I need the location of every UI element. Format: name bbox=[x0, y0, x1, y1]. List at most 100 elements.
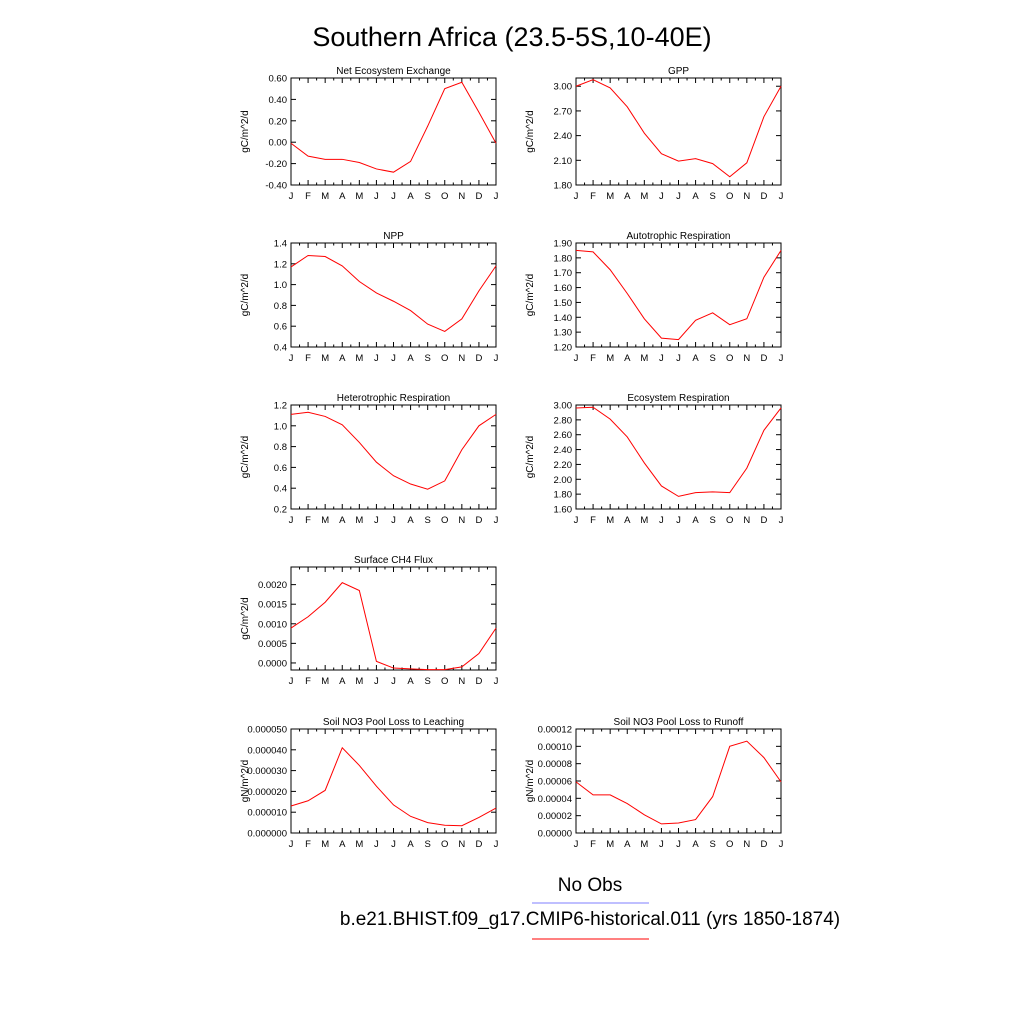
x-tick-label: J bbox=[494, 191, 499, 202]
x-tick-label: J bbox=[659, 515, 664, 526]
x-tick-label: J bbox=[391, 676, 396, 687]
x-tick-label: D bbox=[760, 839, 767, 850]
series-line bbox=[290, 582, 497, 671]
x-tick-label: O bbox=[726, 191, 733, 202]
x-tick-label: J bbox=[676, 191, 681, 202]
x-tick-label: F bbox=[305, 191, 311, 202]
y-tick-label: 1.80 bbox=[554, 253, 573, 264]
series-line bbox=[575, 249, 782, 341]
x-tick-label: O bbox=[441, 839, 448, 850]
y-tick-label: 0.00004 bbox=[538, 794, 572, 805]
x-tick-label: F bbox=[305, 353, 311, 364]
y-tick-label: 1.40 bbox=[554, 313, 573, 324]
y-tick-label: 0.0005 bbox=[258, 639, 287, 650]
x-tick-label: J bbox=[779, 515, 784, 526]
plot-frame bbox=[575, 404, 782, 510]
x-tick-label: M bbox=[355, 676, 363, 687]
x-tick-label: N bbox=[458, 839, 465, 850]
y-tick-label: 0.60 bbox=[269, 74, 288, 85]
series-line bbox=[290, 411, 497, 490]
x-tick-label: N bbox=[458, 676, 465, 687]
plot-frame bbox=[575, 77, 782, 186]
y-axis-label: gC/m^2/d bbox=[525, 274, 536, 317]
x-tick-label: M bbox=[606, 191, 614, 202]
x-tick-label: D bbox=[475, 353, 482, 364]
x-tick-label: F bbox=[590, 515, 596, 526]
plot-frame bbox=[575, 242, 782, 348]
y-tick-label: 0.00000 bbox=[538, 829, 572, 840]
y-tick-label: 3.00 bbox=[554, 82, 573, 93]
x-tick-label: J bbox=[391, 515, 396, 526]
y-tick-label: 3.00 bbox=[554, 401, 573, 412]
x-tick-label: M bbox=[606, 515, 614, 526]
x-tick-label: M bbox=[640, 515, 648, 526]
y-tick-label: 1.80 bbox=[554, 490, 573, 501]
x-tick-label: A bbox=[407, 515, 414, 526]
x-tick-label: A bbox=[692, 839, 699, 850]
series-line bbox=[290, 746, 497, 827]
x-tick-label: M bbox=[640, 353, 648, 364]
x-tick-label: J bbox=[374, 676, 379, 687]
chart-title: NPP bbox=[383, 231, 404, 242]
y-tick-label: 0.8 bbox=[274, 442, 287, 453]
y-tick-label: 0.6 bbox=[274, 463, 287, 474]
y-tick-label: 2.10 bbox=[554, 156, 573, 167]
x-tick-label: O bbox=[726, 839, 733, 850]
x-tick-label: F bbox=[590, 839, 596, 850]
x-tick-label: M bbox=[640, 839, 648, 850]
x-tick-label: J bbox=[374, 353, 379, 364]
x-tick-label: S bbox=[424, 515, 430, 526]
y-tick-label: 2.80 bbox=[554, 415, 573, 426]
y-tick-label: 2.60 bbox=[554, 430, 573, 441]
y-axis-label: gC/m^2/d bbox=[240, 110, 251, 153]
x-tick-label: J bbox=[659, 353, 664, 364]
x-tick-label: O bbox=[441, 353, 448, 364]
x-tick-label: F bbox=[590, 353, 596, 364]
x-tick-label: J bbox=[779, 353, 784, 364]
x-tick-label: O bbox=[441, 676, 448, 687]
y-axis-label: gC/m^2/d bbox=[525, 110, 536, 153]
x-tick-label: N bbox=[458, 191, 465, 202]
y-axis-label: gC/m^2/d bbox=[525, 436, 536, 479]
x-tick-label: S bbox=[424, 839, 430, 850]
x-tick-label: M bbox=[606, 353, 614, 364]
x-tick-label: A bbox=[407, 676, 414, 687]
x-tick-label: M bbox=[321, 839, 329, 850]
series-line bbox=[575, 79, 782, 178]
chart-title: Soil NO3 Pool Loss to Leaching bbox=[323, 717, 464, 728]
x-tick-label: N bbox=[743, 515, 750, 526]
plot-frame bbox=[290, 728, 497, 834]
y-tick-label: 0.6 bbox=[274, 322, 287, 333]
x-tick-label: J bbox=[494, 676, 499, 687]
x-tick-label: J bbox=[779, 191, 784, 202]
x-tick-label: S bbox=[709, 839, 715, 850]
x-tick-label: D bbox=[475, 191, 482, 202]
y-tick-label: 0.0020 bbox=[258, 580, 287, 591]
x-tick-label: S bbox=[709, 515, 715, 526]
x-tick-label: A bbox=[339, 191, 346, 202]
x-tick-label: O bbox=[726, 515, 733, 526]
plot-frame bbox=[290, 566, 497, 671]
x-tick-label: J bbox=[676, 353, 681, 364]
x-tick-label: J bbox=[659, 839, 664, 850]
series-line bbox=[290, 81, 497, 173]
y-tick-label: 0.000000 bbox=[247, 829, 287, 840]
y-tick-label: 1.70 bbox=[554, 268, 573, 279]
chart-title: Heterotrophic Respiration bbox=[337, 393, 450, 404]
x-tick-label: M bbox=[640, 191, 648, 202]
x-tick-label: J bbox=[391, 191, 396, 202]
plot-frame bbox=[290, 77, 497, 186]
chart-title: GPP bbox=[668, 66, 689, 77]
plot-frame bbox=[290, 404, 497, 510]
x-tick-label: A bbox=[692, 515, 699, 526]
y-tick-label: 0.00010 bbox=[538, 742, 572, 753]
legend-obs-label: No Obs bbox=[558, 875, 622, 896]
x-tick-label: F bbox=[305, 676, 311, 687]
chart-title: Surface CH4 Flux bbox=[354, 555, 433, 566]
x-tick-label: A bbox=[692, 191, 699, 202]
legend-model-label: b.e21.BHIST.f09_g17.CMIP6-historical.011… bbox=[340, 909, 840, 930]
x-tick-label: J bbox=[494, 515, 499, 526]
